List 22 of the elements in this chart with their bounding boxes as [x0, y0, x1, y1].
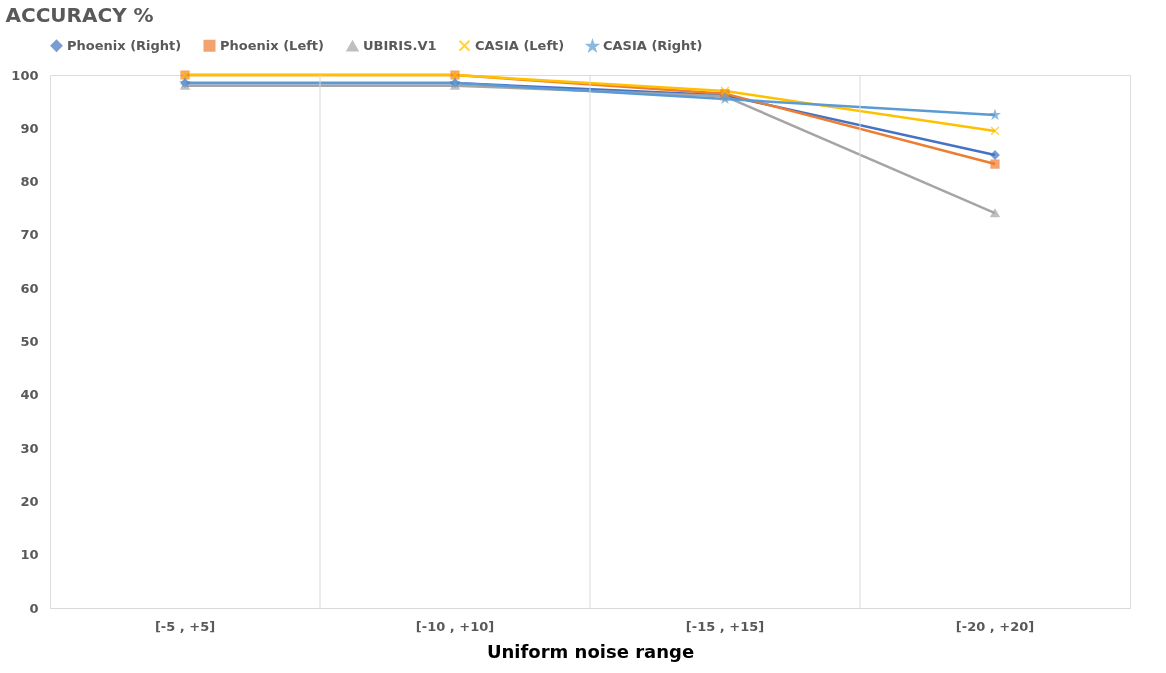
y-tick-label: 30: [20, 440, 39, 456]
y-tick-label: 100: [11, 67, 39, 83]
legend-label: CASIA (Right): [603, 38, 703, 54]
legend-label: Phoenix (Left): [220, 37, 325, 53]
y-tick-label: 50: [20, 334, 39, 349]
x-tick-label: [-5 , +5]: [154, 618, 216, 634]
y-tick-label: 70: [20, 227, 39, 243]
x-tick-label: [-10 , +10]: [415, 618, 495, 634]
x-axis-title: Uniform noise range: [486, 640, 695, 662]
x-tick-label: [-15 , +15]: [685, 618, 765, 634]
y-tick-label: 80: [20, 174, 39, 190]
legend-label: UBIRIS.V1: [363, 38, 437, 54]
legend-label: Phoenix (Right): [67, 37, 182, 53]
x-tick-label: [-20 , +20]: [955, 618, 1035, 634]
y-tick-label: 0: [29, 600, 39, 616]
y-tick-label: 60: [20, 280, 39, 296]
y-axis-title: ACCURACY %: [5, 2, 154, 27]
y-tick-label: 40: [20, 387, 39, 403]
y-tick-label: 90: [20, 120, 39, 136]
y-tick-label: 20: [20, 493, 39, 509]
y-tick-label: 10: [20, 547, 39, 563]
legend-label: CASIA (Left): [475, 37, 565, 53]
